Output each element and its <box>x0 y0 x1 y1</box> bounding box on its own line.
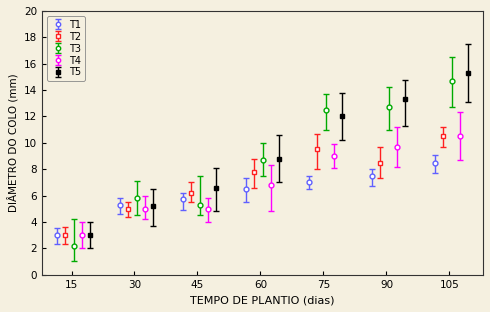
Y-axis label: DIÂMETRO DO COLO (mm): DIÂMETRO DO COLO (mm) <box>7 74 19 212</box>
X-axis label: TEMPO DE PLANTIO (dias): TEMPO DE PLANTIO (dias) <box>190 295 335 305</box>
Legend: T1, T2, T3, T4, T5: T1, T2, T3, T4, T5 <box>47 16 85 81</box>
